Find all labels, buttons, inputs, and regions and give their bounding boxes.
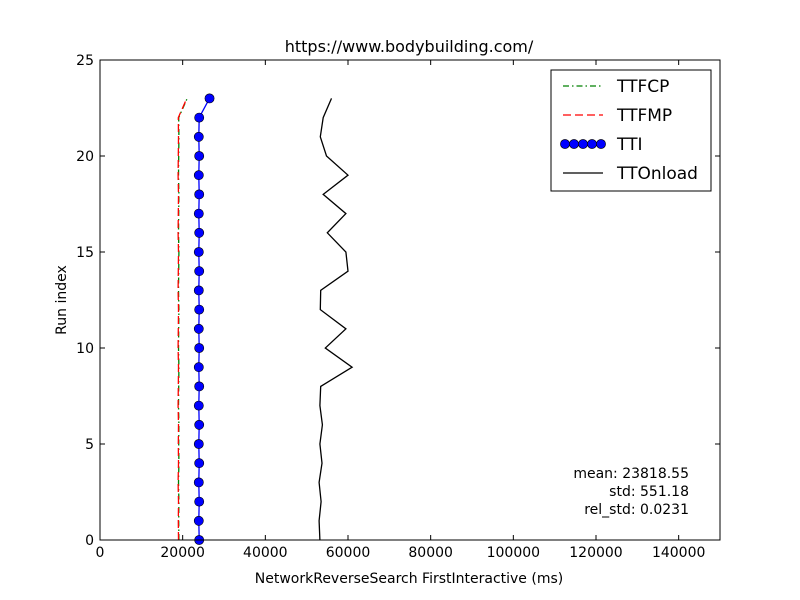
series-point-tti [194, 227, 205, 238]
y-tick-label: 0 [85, 533, 94, 549]
x-tick-label: 40000 [243, 545, 288, 561]
x-tick-label: 120000 [569, 545, 622, 561]
series-point-tti [194, 189, 205, 200]
series-point-tti [194, 266, 205, 277]
series-point-tti [194, 381, 205, 392]
x-tick-label: 20000 [160, 545, 205, 561]
legend-label-tti: TTI [616, 135, 642, 155]
series-point-tti [194, 496, 205, 507]
series-point-tti [193, 362, 204, 373]
series-line-ttonload [318, 98, 354, 541]
stat-std: std: 551.18 [609, 484, 689, 500]
ticks-layer: 0 20000 40000 60000 80000 100000 120000 140000 0… [76, 53, 720, 561]
x-tick-label: 80000 [408, 545, 453, 561]
series-point-tti [193, 170, 204, 181]
stat-mean: mean: 23818.55 [573, 466, 689, 482]
legend-label-ttfcp: TTFCP [616, 77, 669, 97]
series-point-tti [204, 93, 215, 104]
legend-marker-tti [560, 139, 570, 149]
series-point-tti [194, 304, 205, 315]
series-point-tti [193, 247, 204, 257]
y-axis-label: Run index [54, 265, 70, 335]
y-tick-label: 5 [85, 437, 94, 453]
series-point-tti [194, 151, 205, 161]
series-point-tti [193, 131, 204, 142]
legend-marker-tti [596, 139, 606, 149]
legend-label-ttonload: TTOnload [616, 164, 698, 184]
chart-title: https://www.bodybuilding.com/ [285, 37, 534, 56]
x-tick-label: 60000 [326, 545, 371, 561]
series-point-tti [194, 458, 205, 469]
legend-box [550, 69, 712, 192]
series-point-tti [193, 285, 204, 296]
x-tick-label: 140000 [652, 545, 705, 561]
legend-marker-tti [587, 139, 597, 149]
stat-rel-std: rel_std: 0.0231 [584, 502, 689, 518]
series-point-tti [193, 439, 204, 449]
y-tick-label: 25 [76, 53, 94, 69]
x-tick-label: 0 [96, 545, 105, 561]
series-point-tti [193, 400, 204, 411]
y-tick-label: 15 [76, 245, 94, 261]
x-axis-label: NetworkReverseSearch FirstInteractive (m… [255, 571, 563, 587]
y-tick-label: 20 [76, 149, 94, 165]
legend: TTFCP TTFMP TTI TTOnload [550, 69, 712, 192]
series-point-tti [194, 343, 205, 353]
series-point-tti [193, 323, 204, 334]
series-point-tti [194, 419, 205, 430]
legend-label-ttfmp: TTFMP [616, 106, 672, 126]
legend-marker-tti [578, 139, 588, 149]
series-point-tti [194, 112, 205, 123]
series-point-tti [193, 208, 204, 219]
series-layer [177, 93, 354, 545]
series-point-tti [193, 515, 204, 526]
series-line-ttfmp [177, 98, 188, 541]
series-point-tti [193, 477, 204, 488]
y-tick-label: 10 [76, 341, 94, 357]
plot-frame [99, 59, 721, 541]
legend-marker-tti [569, 139, 579, 149]
x-tick-label: 100000 [487, 545, 540, 561]
